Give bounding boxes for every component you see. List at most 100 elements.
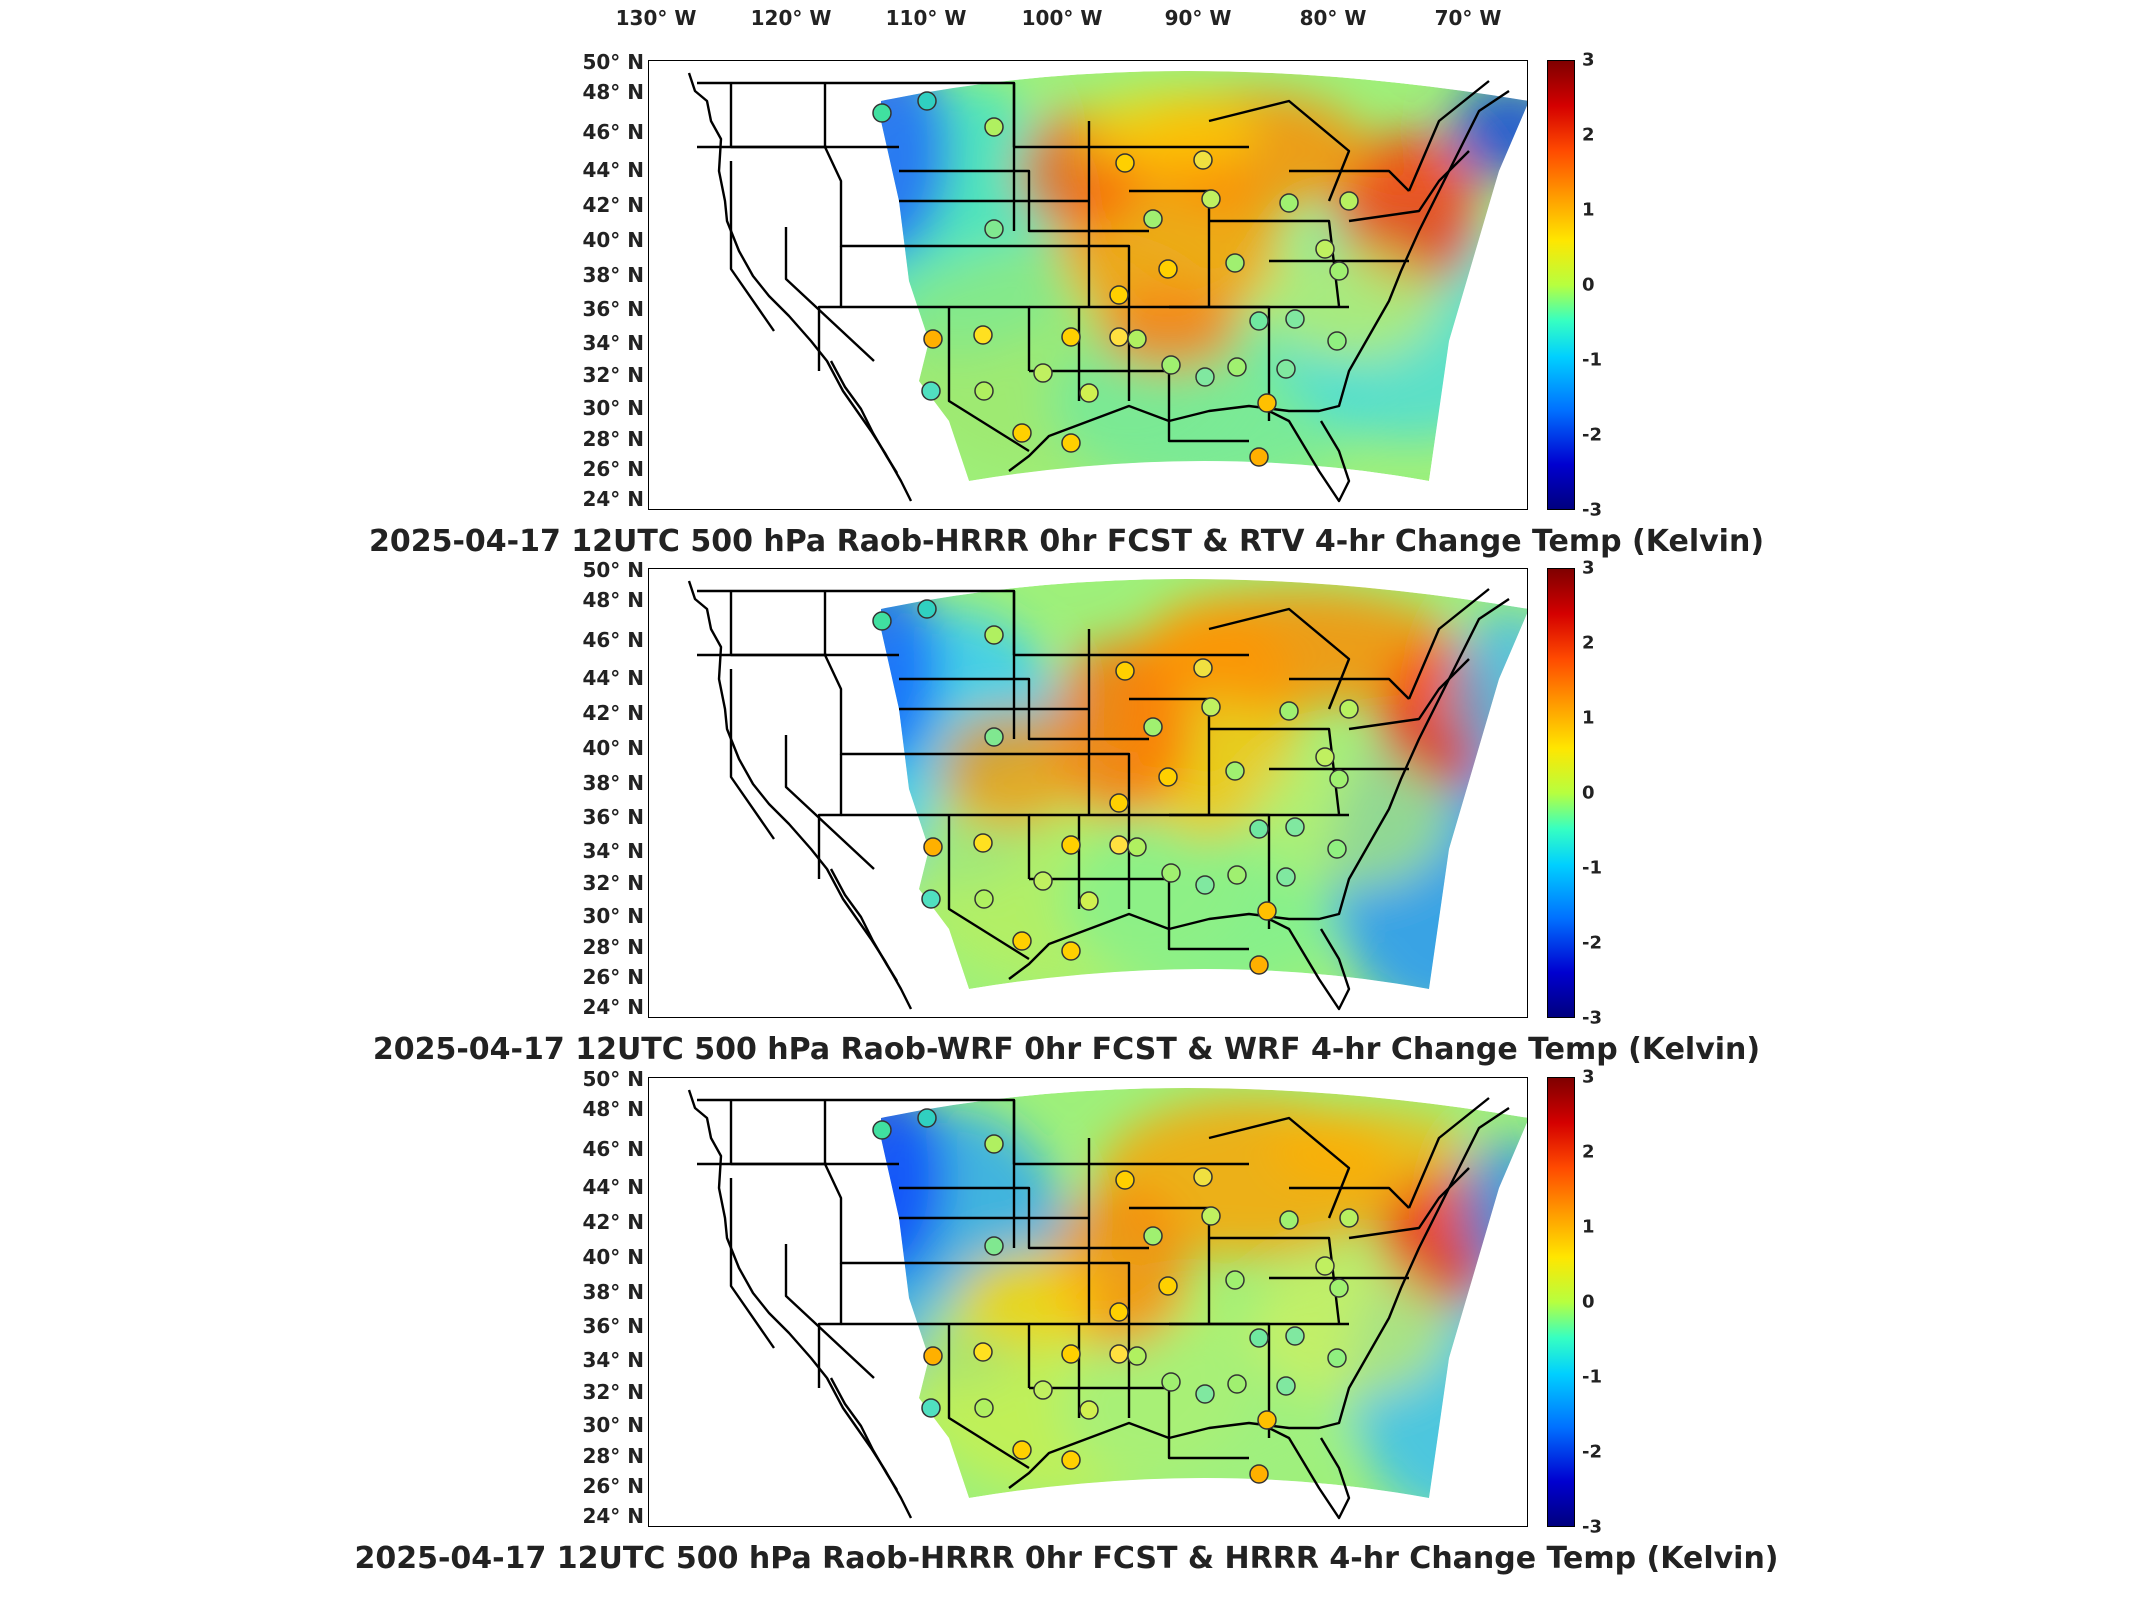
temperature-blob [939,709,1079,829]
colorbar-tick: 2 [1582,124,1595,146]
raob-station-marker [1249,1464,1269,1484]
colorbar-tick: 2 [1582,632,1595,654]
lat-label: 30° N [582,396,644,420]
temperature-change-map [687,1088,1527,1520]
lat-label: 44° N [582,666,644,690]
colorbar-tick: -2 [1582,932,1602,954]
raob-station-marker [1339,1208,1359,1228]
temperature-blob [1079,91,1259,171]
lat-label: 40° N [582,1245,644,1269]
temperature-change-map [687,579,1527,1011]
lat-label: 42° N [582,701,644,725]
raob-station-marker [984,219,1004,239]
raob-station-marker [1195,367,1215,387]
colorbar-tick: -1 [1582,857,1602,879]
raob-station-marker [973,325,993,345]
raob-station-marker [1279,193,1299,213]
lat-label: 50° N [582,50,644,74]
raob-station-marker [1033,871,1053,891]
raob-station-marker [1115,1170,1135,1190]
colorbar-tick: 3 [1582,557,1595,579]
lat-label: 26° N [582,965,644,989]
lat-label: 38° N [582,1280,644,1304]
raob-station-marker [1033,1380,1053,1400]
lat-label: 36° N [582,1314,644,1338]
raob-station-marker [1339,191,1359,211]
raob-station-marker [1257,901,1277,921]
raob-stations [872,599,1359,975]
raob-station-marker [1158,1276,1178,1296]
lat-label: 28° N [582,935,644,959]
state-boundaries [687,1089,1510,1520]
colorbar-tick: -2 [1582,424,1602,446]
raob-station-marker [974,889,994,909]
colorbar-tick: 0 [1582,1291,1595,1313]
raob-station-marker [921,381,941,401]
lon-label: 120° W [750,6,832,30]
raob-station-marker [1109,285,1129,305]
colorbar-tick: -1 [1582,1366,1602,1388]
lon-label: 90° W [1164,6,1232,30]
raob-station-marker [923,837,943,857]
lat-label: 42° N [582,193,644,217]
raob-station-marker [1227,357,1247,377]
lat-label: 48° N [582,1097,644,1121]
raob-station-marker [1276,867,1296,887]
raob-station-marker [1315,747,1335,767]
raob-station-marker [1158,767,1178,787]
lat-label: 40° N [582,736,644,760]
temperature-blob [1099,291,1239,371]
raob-station-marker [984,117,1004,137]
raob-station-marker [984,1134,1004,1154]
raob-station-marker [1327,839,1347,859]
lat-label: 30° N [582,904,644,928]
raob-station-marker [1249,819,1269,839]
raob-station-marker [1225,1270,1245,1290]
raob-station-marker [1061,1344,1081,1364]
colorbar-tick: -2 [1582,1441,1602,1463]
temperature-blob [1049,639,1189,819]
lat-label: 48° N [582,80,644,104]
lat-label: 36° N [582,297,644,321]
raob-station-marker [1315,1256,1335,1276]
lat-label: 44° N [582,1175,644,1199]
raob-station-marker [1227,865,1247,885]
colorbar-tick: 3 [1582,1066,1595,1088]
raob-station-marker [1193,1167,1213,1187]
lat-label: 34° N [582,839,644,863]
temperature-blob [889,261,1069,341]
colorbar-tick: -1 [1582,349,1602,371]
raob-station-marker [1227,1374,1247,1394]
lat-label: 48° N [582,588,644,612]
raob-station-marker [984,625,1004,645]
colorbar-tick: -3 [1582,1516,1602,1538]
raob-station-marker [1161,1372,1181,1392]
colorbar-tick: 2 [1582,1141,1595,1163]
map-frame [648,568,1528,1018]
raob-station-marker [872,611,892,631]
raob-station-marker [1109,835,1129,855]
raob-station-marker [921,889,941,909]
temperature-blob [1259,241,1439,361]
raob-station-marker [923,1346,943,1366]
raob-station-marker [1225,761,1245,781]
colorbar [1547,1077,1575,1527]
raob-station-marker [1061,835,1081,855]
raob-station-marker [1193,150,1213,170]
lon-label: 80° W [1299,6,1367,30]
lat-label: 24° N [582,487,644,511]
lat-label: 46° N [582,628,644,652]
temperature-blob [881,71,949,261]
lat-label: 46° N [582,1137,644,1161]
raob-station-marker [1127,329,1147,349]
raob-station-marker [1249,955,1269,975]
panel-title: 2025-04-17 12UTC 500 hPa Raob-HRRR 0hr F… [354,1541,1779,1576]
raob-station-marker [1012,423,1032,443]
lat-label: 32° N [582,1380,644,1404]
raob-station-marker [1249,447,1269,467]
raob-station-marker [1143,717,1163,737]
raob-station-marker [1285,817,1305,837]
raob-station-marker [1079,383,1099,403]
lat-label: 50° N [582,1067,644,1091]
raob-station-marker [1285,1326,1305,1346]
